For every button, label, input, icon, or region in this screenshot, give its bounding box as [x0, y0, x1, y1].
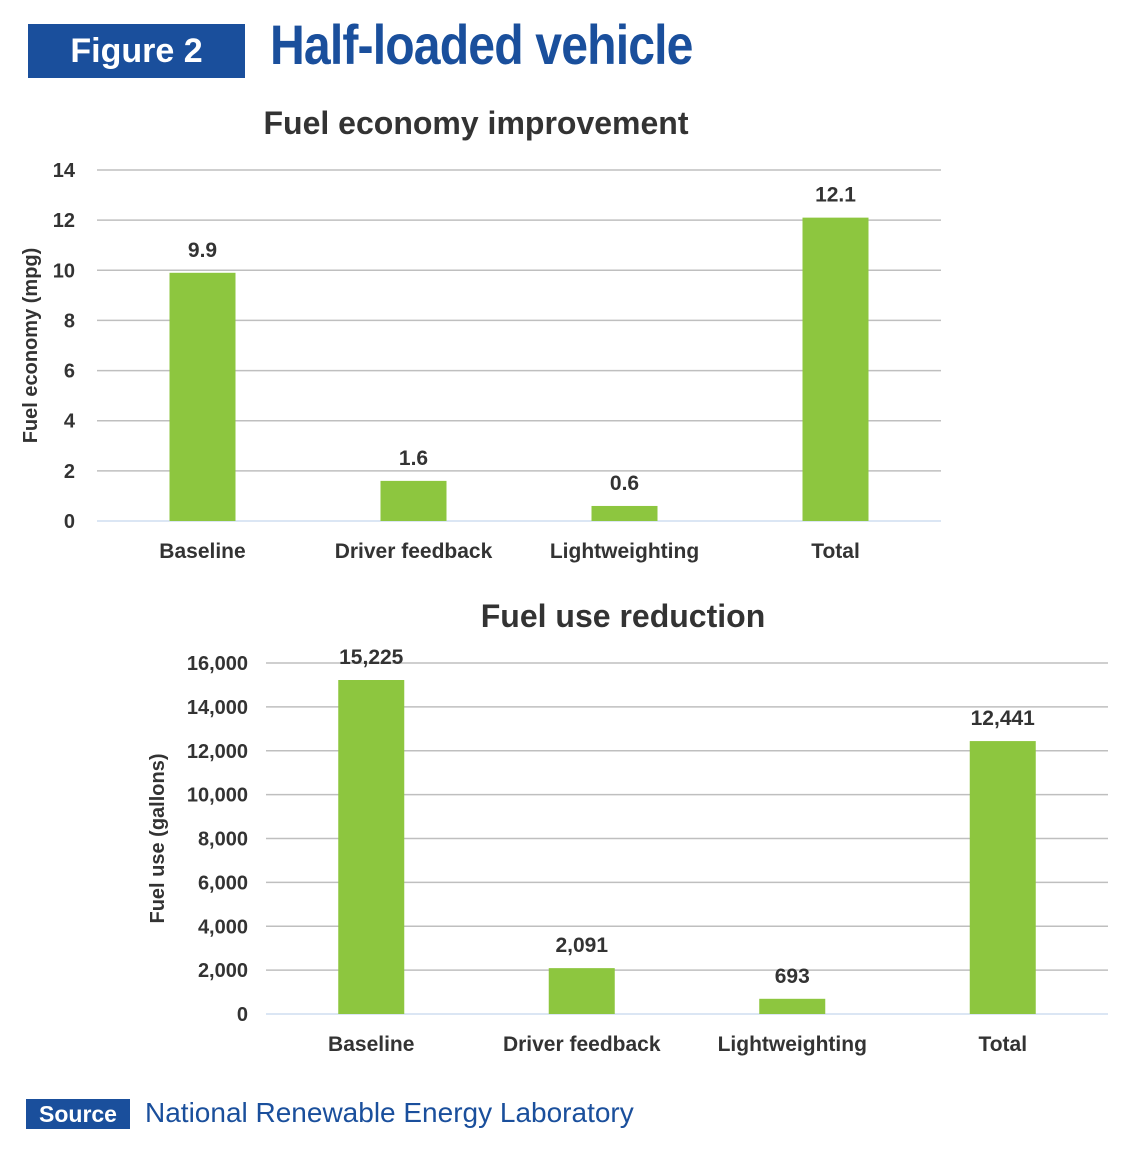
chart-1-data-label: 1.6 — [399, 447, 428, 470]
chart-2-bar-total — [969, 741, 1036, 1014]
chart-2-bar-driver-feedback — [548, 968, 615, 1014]
chart-2-ytick-label: 2,000 — [198, 960, 248, 982]
chart-1-category-label: Baseline — [159, 540, 245, 563]
chart-2-data-label: 2,091 — [555, 934, 608, 957]
chart-2-ytick-label: 10,000 — [187, 785, 248, 807]
chart-1-title: Fuel economy improvement — [264, 105, 689, 141]
chart-1-ytick-label: 14 — [53, 160, 76, 182]
chart-1-category-label: Lightweighting — [550, 540, 699, 563]
chart-2-bar-lightweighting — [759, 998, 826, 1014]
chart-2-ytick-label: 12,000 — [187, 741, 248, 763]
chart-1-ytick-label: 12 — [53, 210, 75, 232]
chart-1-category-label: Driver feedback — [335, 540, 493, 563]
chart-2-ylabel: Fuel use (gallons) — [147, 753, 169, 923]
chart-1-data-label: 0.6 — [610, 472, 639, 495]
chart-2-data-label: 693 — [775, 965, 810, 988]
chart-1-ytick-label: 8 — [64, 310, 75, 332]
figure-badge: Figure 2 — [28, 24, 245, 78]
chart-1-ylabel: Fuel economy (mpg) — [20, 248, 42, 444]
chart-2-ytick-label: 6,000 — [198, 872, 248, 894]
chart-1-bar-driver-feedback — [380, 480, 447, 521]
chart-2-bar-baseline — [338, 680, 405, 1014]
source-text: National Renewable Energy Laboratory — [145, 1097, 634, 1128]
chart-2-ytick-label: 0 — [237, 1004, 248, 1026]
chart-1-data-label: 12.1 — [815, 184, 856, 207]
chart-1-data-label: 9.9 — [188, 239, 217, 262]
chart-2-title: Fuel use reduction — [481, 598, 765, 634]
chart-1-bar-lightweighting — [591, 505, 658, 521]
chart-1-ytick-label: 2 — [64, 461, 75, 483]
chart-1-ytick-label: 10 — [53, 260, 75, 282]
chart-1-ytick-label: 4 — [64, 411, 76, 433]
chart-2-category-label: Lightweighting — [718, 1033, 867, 1056]
chart-1-ytick-label: 6 — [64, 361, 75, 383]
chart-2-ytick-label: 16,000 — [187, 653, 248, 675]
chart-1-category-label: Total — [811, 540, 860, 563]
chart-2-data-label: 15,225 — [339, 646, 404, 669]
source-badge: Source — [26, 1099, 130, 1129]
chart-2-category-label: Baseline — [328, 1033, 414, 1056]
chart-2-data-label: 12,441 — [971, 707, 1036, 730]
chart-2-category-label: Total — [978, 1033, 1027, 1056]
figure-title: Half-loaded vehicle — [270, 13, 693, 76]
chart-2-category-label: Driver feedback — [503, 1033, 661, 1056]
chart-2-ytick-label: 14,000 — [187, 697, 248, 719]
chart-1-bar-baseline — [169, 272, 236, 521]
chart-1-bar-total — [802, 217, 869, 521]
chart-2-ytick-label: 4,000 — [198, 916, 248, 938]
chart-2-ytick-label: 8,000 — [198, 829, 248, 851]
chart-1-ytick-label: 0 — [64, 511, 75, 533]
